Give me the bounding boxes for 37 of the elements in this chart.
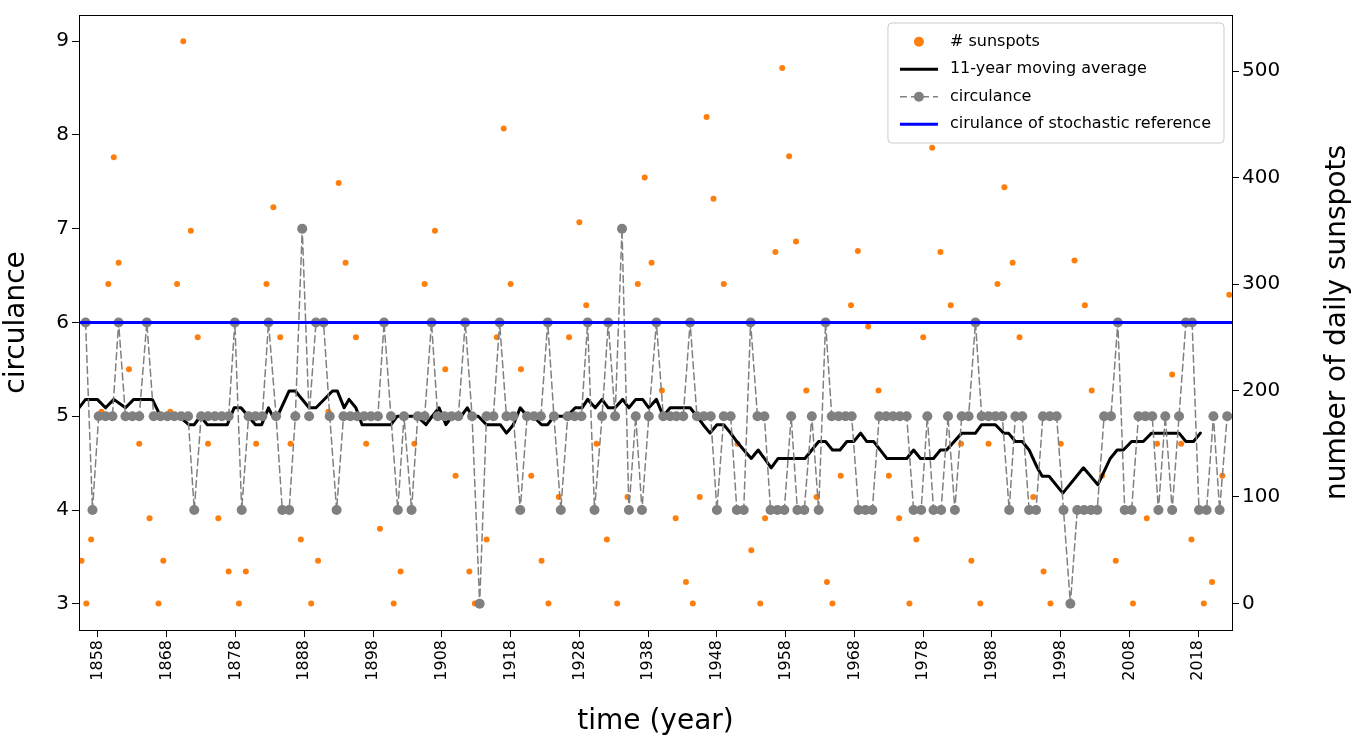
x-tick-label: 1908 — [430, 640, 450, 681]
x-tick-label: 1948 — [706, 640, 726, 681]
x-tick-label: 1868 — [155, 640, 175, 681]
x-tick-label: 1898 — [362, 640, 382, 681]
legend-label: 11-year moving average — [949, 58, 1147, 78]
x-tick-label: 1928 — [568, 640, 588, 681]
y2-tick-label: 100 — [1242, 483, 1281, 508]
y2-tick-label: 200 — [1242, 376, 1281, 401]
y2-tick-label: 400 — [1242, 163, 1281, 188]
legend-label: # sunspots — [949, 30, 1040, 50]
x-tick-label: 1998 — [1049, 640, 1069, 681]
x-tick-label: 2008 — [1118, 640, 1138, 681]
x-tick-label: 1888 — [293, 640, 313, 681]
y2-axis-title: number of daily sunspots — [1319, 144, 1353, 501]
x-tick-label: 1918 — [499, 640, 519, 681]
x-tick-label: 1978 — [912, 640, 932, 681]
y-tick-label: 3 — [56, 589, 69, 614]
x-tick-label: 1878 — [224, 640, 244, 681]
y-tick-label: 6 — [56, 308, 69, 333]
legend-label: circulance — [949, 85, 1032, 105]
y-axis-title: circulance — [0, 251, 32, 394]
x-axis-title: time (year) — [577, 703, 734, 737]
y2-tick-label: 0 — [1242, 589, 1255, 614]
x-tick-label: 1858 — [87, 640, 107, 681]
y-tick-label: 7 — [56, 214, 69, 239]
y-tick-label: 5 — [56, 402, 69, 427]
x-tick-label: 1938 — [637, 640, 657, 681]
y2-tick-label: 500 — [1242, 57, 1281, 82]
x-tick-label: 2018 — [1187, 640, 1207, 681]
x-tick-label: 1968 — [843, 640, 863, 681]
y-tick-label: 8 — [56, 121, 69, 146]
y-tick-label: 9 — [56, 27, 69, 52]
y-tick-label: 4 — [56, 496, 69, 521]
x-tick-label: 1958 — [774, 640, 794, 681]
y2-tick-label: 300 — [1242, 270, 1281, 295]
legend-label: cirulance of stochastic reference — [949, 113, 1211, 133]
x-tick-label: 1988 — [981, 640, 1001, 681]
